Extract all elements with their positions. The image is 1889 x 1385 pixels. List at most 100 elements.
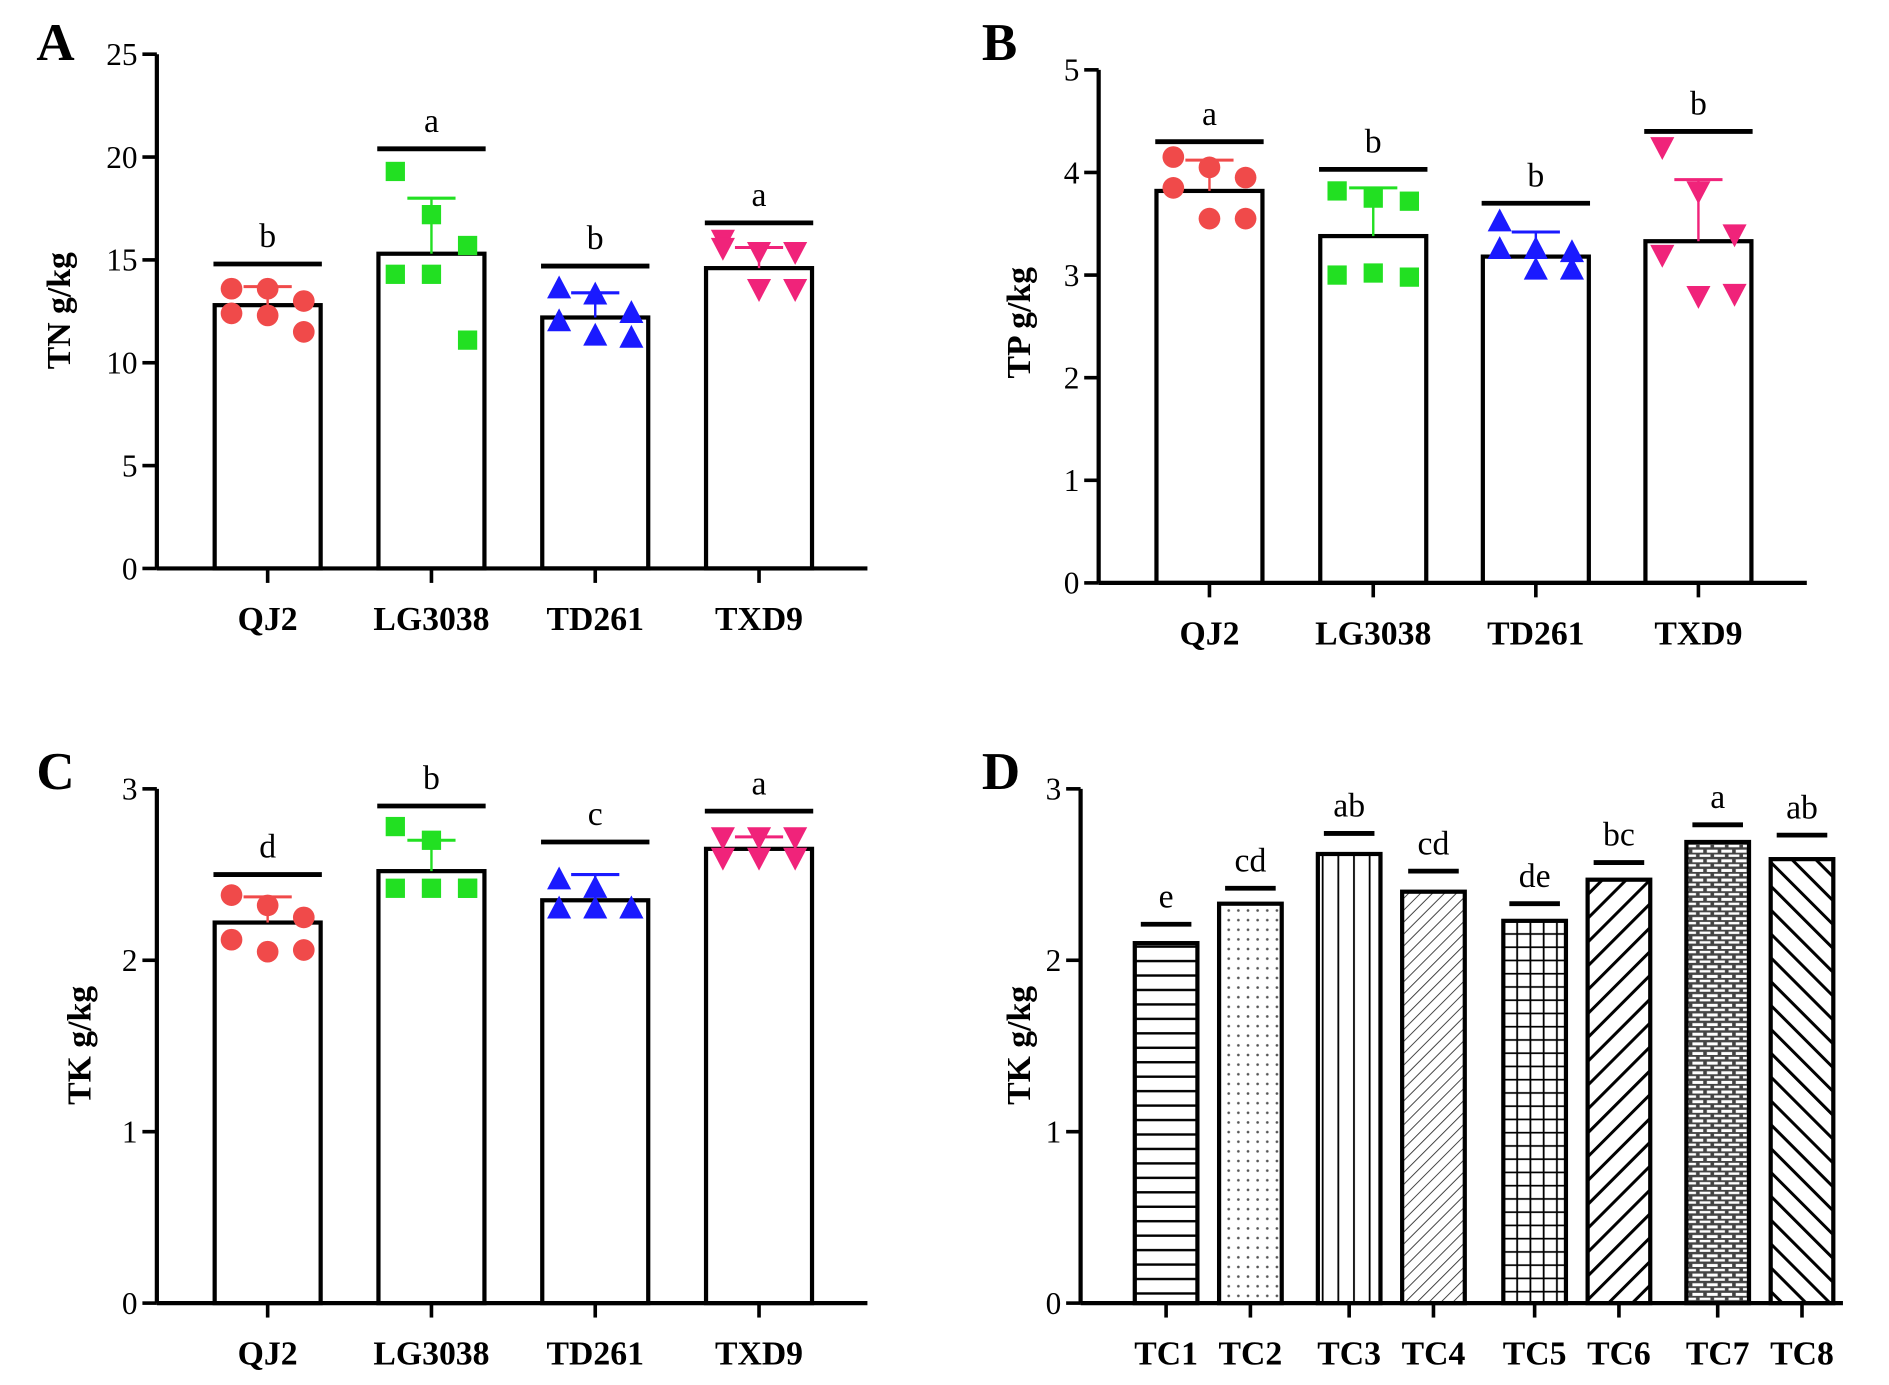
data-point-TXD9: [783, 827, 808, 851]
data-point-QJ2: [1198, 156, 1221, 179]
bar-LG3038: [376, 251, 487, 571]
significance-letter: e: [1159, 878, 1174, 915]
significance-letter: de: [1519, 858, 1551, 895]
y-tick-label: 3: [1046, 772, 1062, 807]
data-point-TXD9: [710, 827, 735, 851]
data-point-LG3038: [1327, 181, 1347, 201]
bar-TD261: [540, 315, 651, 571]
data-point-QJ2: [256, 940, 279, 963]
x-tick-label: QJ2: [238, 601, 298, 638]
data-point-LG3038: [385, 816, 405, 837]
data-point-TD261: [1487, 208, 1512, 232]
panel-D: D TK g/kg 0 1 2 3 e TC1 cd TC2 ab TC3 cd TC4 de TC5 bc TC…: [982, 743, 1843, 1373]
x-tick-label: TXD9: [715, 601, 803, 638]
significance-letter: b: [1527, 157, 1544, 194]
x-tick-label: TD261: [547, 1336, 644, 1373]
y-tick-label: 1: [122, 1115, 138, 1150]
x-tick-label: LG3038: [373, 601, 489, 638]
data-point-TD261: [583, 875, 608, 898]
bar-TC7: [1684, 839, 1752, 1306]
bar-TC1: [1132, 941, 1200, 1306]
x-tick-label: TC5: [1503, 1336, 1567, 1373]
y-axis-label: TK g/kg: [1001, 986, 1038, 1105]
data-point-LG3038: [1327, 265, 1347, 285]
significance-letter: b: [1365, 124, 1382, 161]
x-tick-label: TC2: [1219, 1336, 1283, 1373]
data-point-TD261: [583, 322, 608, 346]
significance-letter: cd: [1234, 842, 1266, 879]
y-tick-label: 4: [1064, 155, 1080, 190]
data-point-TD261: [547, 308, 572, 332]
data-point-TXD9: [1650, 244, 1675, 268]
data-point-QJ2: [1234, 207, 1257, 230]
bar-TD261: [1480, 254, 1591, 586]
significance-letter: c: [588, 796, 603, 833]
y-tick-label: 10: [106, 346, 137, 381]
data-point-QJ2: [1162, 146, 1185, 168]
x-tick-label: TC1: [1134, 1336, 1198, 1373]
x-tick-label: TC4: [1402, 1336, 1466, 1373]
data-point-TXD9: [746, 827, 772, 851]
data-point-TXD9: [1722, 224, 1747, 248]
data-point-LG3038: [1399, 267, 1420, 287]
x-tick-label: TXD9: [715, 1336, 803, 1373]
significance-letter: a: [1202, 96, 1217, 133]
data-point-QJ2: [1234, 166, 1257, 189]
data-point-LG3038: [1363, 188, 1383, 208]
data-point-TXD9: [710, 237, 735, 261]
data-point-QJ2: [256, 304, 279, 327]
data-point-LG3038: [421, 830, 442, 850]
data-point-TD261: [583, 281, 608, 305]
significance-letter: ab: [1333, 788, 1365, 825]
y-tick-label: 0: [122, 551, 138, 586]
significance-letter: a: [752, 177, 767, 214]
y-tick-label: 3: [122, 772, 138, 807]
y-tick-label: 0: [1046, 1286, 1062, 1321]
bar-QJ2: [212, 303, 323, 571]
data-point-QJ2: [292, 939, 315, 961]
bar-QJ2: [1154, 188, 1265, 586]
data-point-TXD9: [783, 242, 808, 265]
x-tick-label: LG3038: [1315, 615, 1431, 652]
data-point-LG3038: [385, 161, 405, 182]
data-point-QJ2: [292, 321, 315, 343]
panel-B: B TP g/kg 0 1 2 3 4 5 a QJ2 b LG3038 b TD261 b TXD9: [982, 14, 1807, 652]
data-point-LG3038: [457, 878, 478, 898]
y-tick-label: 2: [122, 943, 138, 978]
data-point-TD261: [619, 324, 644, 348]
significance-letter: cd: [1418, 825, 1450, 862]
x-tick-label: TC8: [1770, 1336, 1834, 1373]
panel-A: A TN g/kg 0 5 10 15 20 25 b QJ2 a LG3038 b TD261 a TXD9: [36, 14, 868, 638]
data-point-TXD9: [1686, 181, 1711, 205]
bar-TXD9: [703, 846, 815, 1306]
y-axis-label: TP g/kg: [1001, 267, 1038, 379]
data-point-LG3038: [1399, 191, 1420, 211]
x-tick-label: TXD9: [1654, 615, 1742, 652]
data-point-LG3038: [385, 878, 405, 898]
y-tick-label: 2: [1046, 943, 1062, 978]
y-tick-label: 2: [1064, 361, 1080, 396]
significance-letter: a: [1710, 779, 1725, 816]
y-tick-label: 3: [1064, 258, 1080, 293]
y-tick-label: 5: [122, 448, 138, 483]
panel-label: C: [36, 743, 74, 801]
data-point-TXD9: [746, 279, 772, 302]
data-point-TXD9: [783, 847, 808, 871]
data-point-TD261: [1523, 236, 1548, 260]
data-point-QJ2: [220, 884, 243, 906]
bar-TC4: [1400, 889, 1467, 1306]
panel-label: B: [982, 14, 1017, 72]
data-point-TD261: [547, 895, 572, 919]
bar-TC2: [1216, 901, 1284, 1306]
x-tick-label: QJ2: [238, 1336, 298, 1373]
significance-letter: a: [424, 103, 439, 140]
significance-letter: a: [752, 765, 767, 802]
data-point-QJ2: [220, 277, 243, 300]
data-point-QJ2: [292, 290, 315, 312]
y-axis-label: TK g/kg: [62, 986, 99, 1105]
data-point-TD261: [619, 895, 644, 919]
y-tick-label: 0: [1064, 566, 1080, 601]
significance-letter: b: [423, 760, 440, 797]
x-tick-label: TD261: [1487, 615, 1584, 652]
